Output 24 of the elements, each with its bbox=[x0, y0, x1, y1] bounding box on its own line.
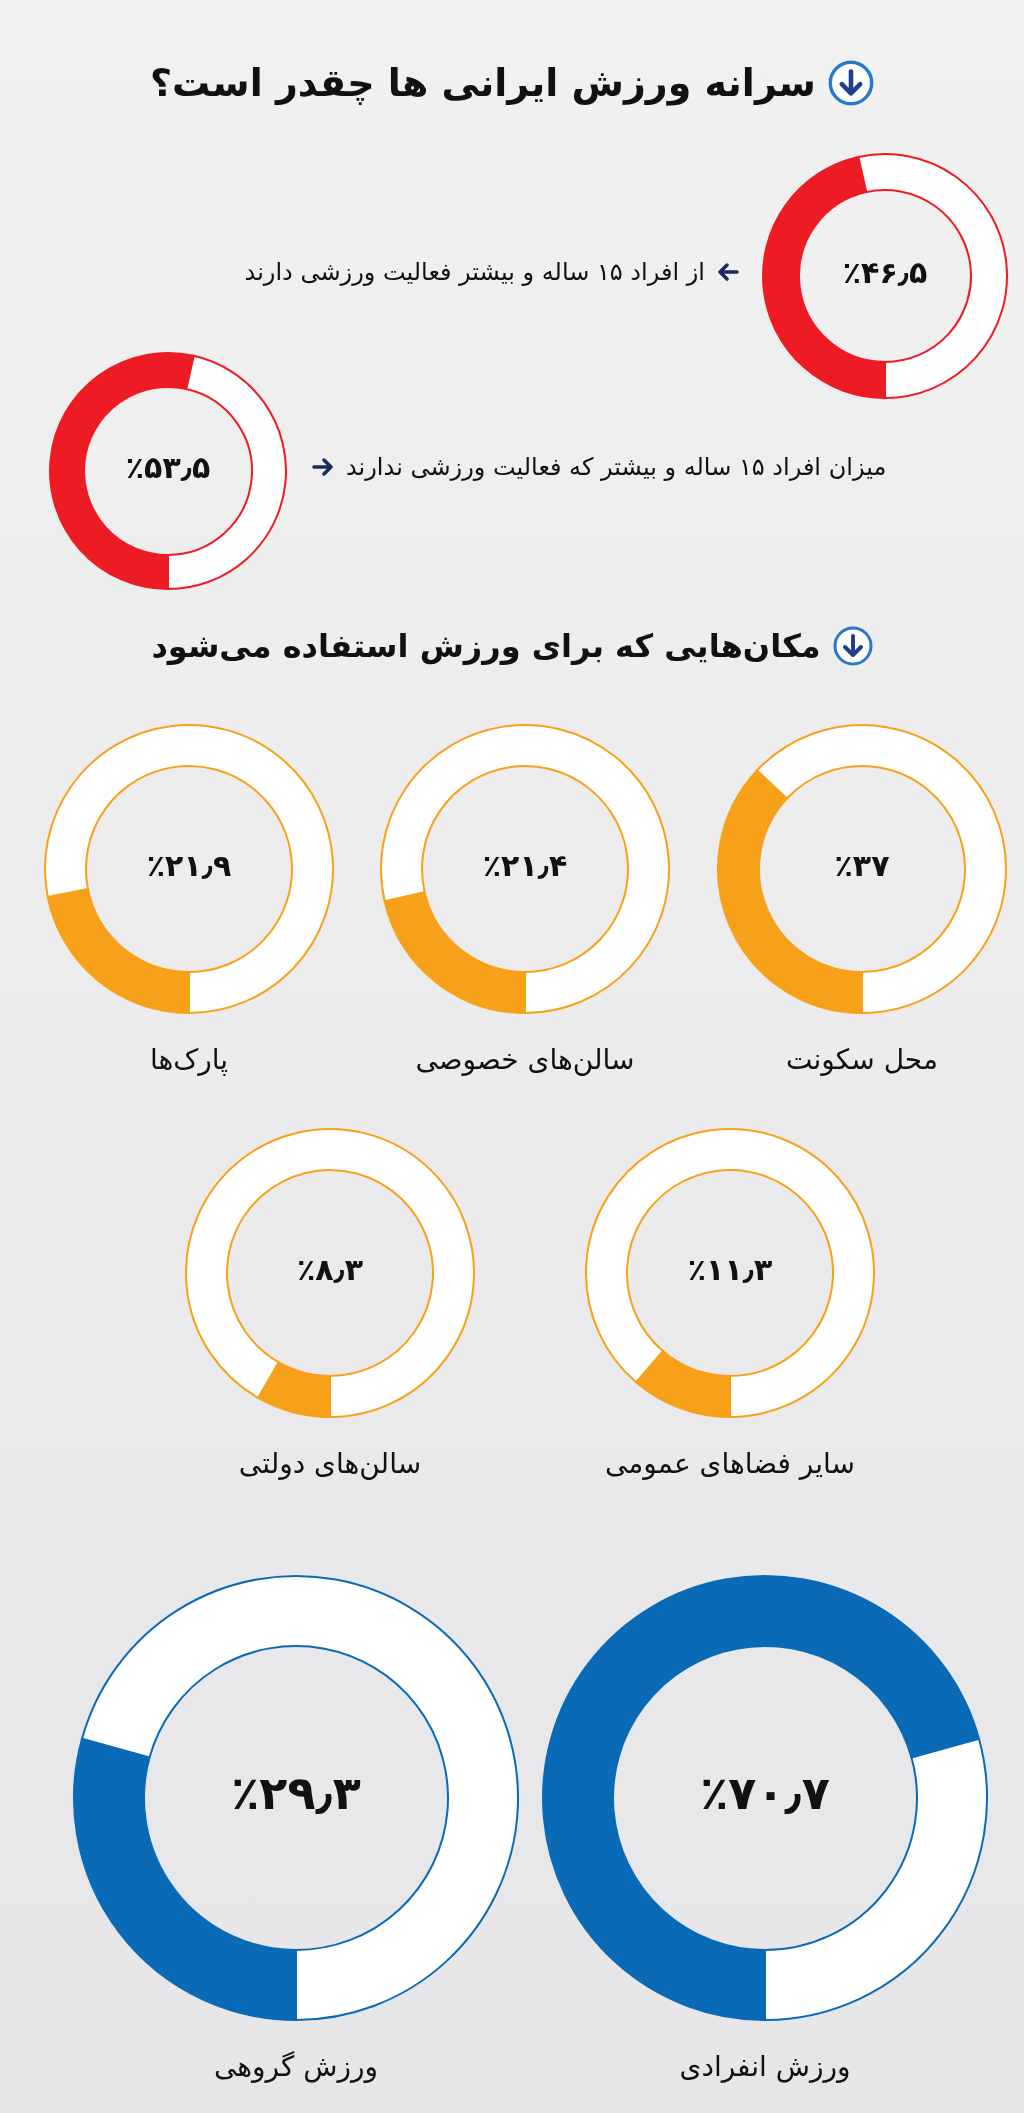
slice-label: از افراد ۱۵ ساله و بیشتر فعالیت ورزشی دارند bbox=[244, 258, 705, 286]
text: ٪۲۱٫۹ bbox=[145, 848, 233, 883]
text: ٪۷۰٫۷ bbox=[699, 1765, 831, 1820]
slice-label: ورزش انفرادی bbox=[678, 2050, 852, 2083]
chart-title: مکان‌هایی که برای ورزش استفاده می‌شود bbox=[151, 627, 821, 665]
text: ٪۲۹٫۳ bbox=[230, 1765, 362, 1820]
slice-label: سالن‌های خصوصی bbox=[414, 1043, 636, 1076]
text: ٪۳۷ bbox=[833, 848, 891, 883]
text: ٪۵۳٫۵ bbox=[124, 450, 212, 485]
slice-label: ورزش گروهی bbox=[212, 2050, 380, 2083]
slice-label: پارک‌ها bbox=[148, 1043, 230, 1076]
text: ٪۱۱٫۳ bbox=[686, 1252, 774, 1287]
text: میزان افراد ۱۵ ساله و بیشتر که فعالیت ورزشی ندارند bbox=[346, 453, 887, 481]
donut-slice bbox=[380, 724, 670, 1014]
donut-slice bbox=[185, 1128, 475, 1418]
text: ٪۸٫۳ bbox=[295, 1252, 365, 1287]
slice-label: سایر فضاهای عمومی bbox=[603, 1447, 857, 1480]
chart-title: سرانه ورزش ایرانی ها چقدر است؟ bbox=[150, 61, 816, 105]
slice-label: محل سکونت bbox=[785, 1043, 939, 1076]
donut-slice bbox=[44, 724, 334, 1014]
text: ٪۲۱٫۴ bbox=[481, 848, 569, 883]
slice-label: سالن‌های دولتی bbox=[237, 1447, 423, 1480]
donut-slice bbox=[585, 1128, 875, 1418]
text: ٪۴۶٫۵ bbox=[841, 255, 929, 290]
